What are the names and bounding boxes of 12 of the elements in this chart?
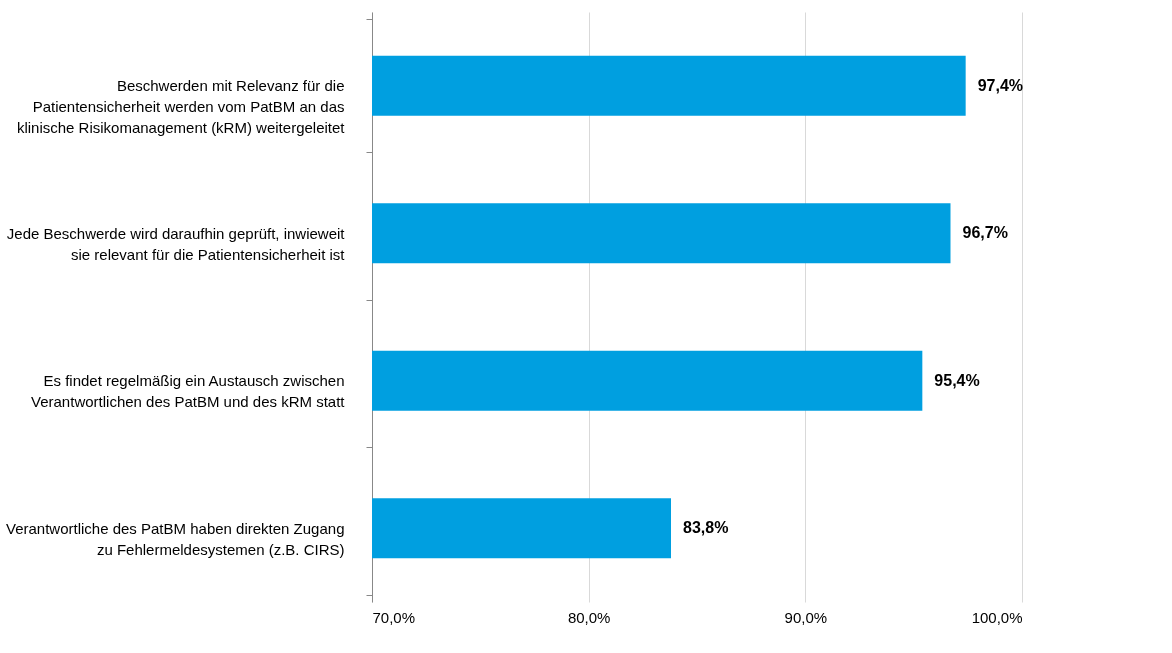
x-tick-label: 90,0% bbox=[784, 608, 828, 626]
data-label: 96,7% bbox=[962, 224, 1008, 242]
x-tick-label: 80,0% bbox=[567, 608, 611, 626]
data-label: 83,8% bbox=[683, 519, 729, 537]
x-tick-label: 100,0% bbox=[971, 608, 1023, 626]
data-label: 95,4% bbox=[934, 371, 980, 389]
y-tick-label: Es findet regelmäßig ein Austausch zwischen Verantwortlichen des PatBM und des kRM statt bbox=[31, 372, 346, 411]
y-tick-label: Jede Beschwerde wird daraufhin geprüft, inwieweit sie relevant für die Patientensicherheit ist bbox=[6, 224, 346, 263]
y-tick-label: Verantwortliche des PatBM haben direkten Zugang zu Fehlermeldesystemen (z.B. CIRS) bbox=[5, 519, 345, 558]
data-label: 97,4% bbox=[977, 76, 1024, 94]
y-tick-label: Beschwerden mit Relevanz für die Patientensicherheit werden vom PatBM an das klinische Risikomanagement (kRM) weitergeleitet bbox=[16, 77, 346, 137]
x-tick-label: 70,0% bbox=[372, 608, 416, 626]
